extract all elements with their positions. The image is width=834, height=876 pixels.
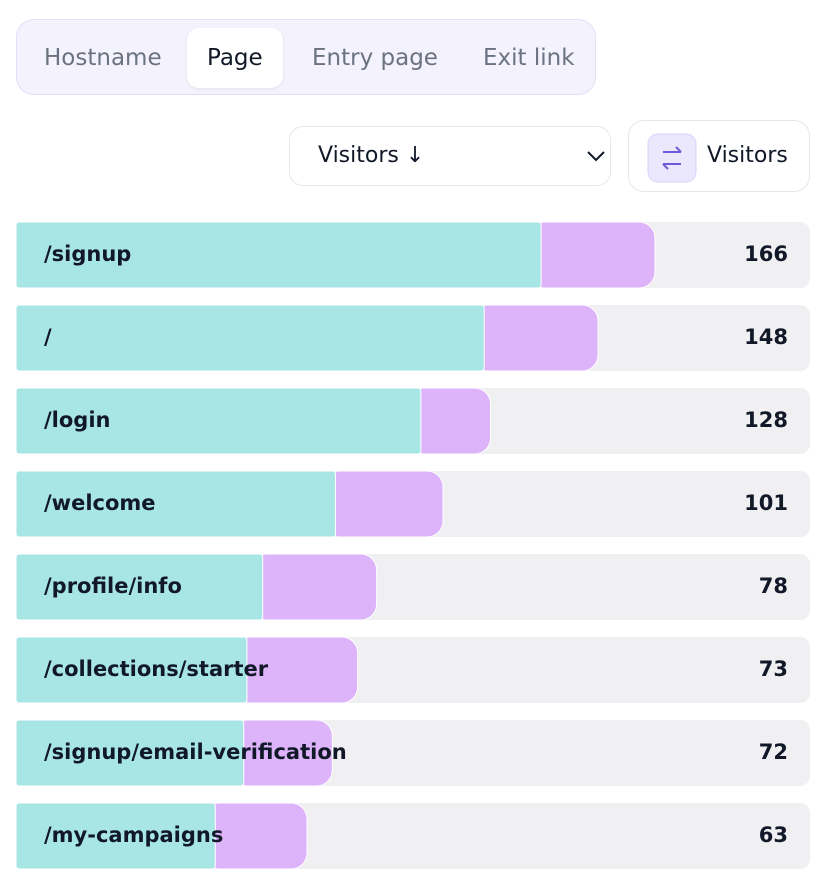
- bar: [15, 387, 422, 455]
- row-label: /: [44, 325, 52, 349]
- bar-overlay: [322, 470, 444, 538]
- bar-overlay: [471, 304, 599, 372]
- sort-dropdown[interactable]: Visitors ↓: [289, 126, 611, 186]
- swap-icon: [647, 133, 697, 183]
- row-label: /welcome: [44, 491, 156, 515]
- tab-selected[interactable]: Page: [187, 28, 283, 88]
- bar: [15, 553, 264, 621]
- row-value: 101: [744, 491, 788, 515]
- toggle-button[interactable]: Visitors: [628, 120, 810, 192]
- tab[interactable]: Hostname: [44, 45, 162, 71]
- row-value: 128: [744, 408, 788, 432]
- row-label: /signup/email-verification: [44, 740, 347, 764]
- row-value: 78: [759, 574, 788, 598]
- chevron: [587, 151, 605, 162]
- tab-bar: Hostname Page Entry page Exit link: [16, 19, 596, 95]
- bar: [15, 221, 542, 289]
- row-value: 72: [759, 740, 788, 764]
- toggle-label: Visitors: [707, 143, 788, 168]
- row-label: /my-campaigns: [44, 823, 223, 847]
- bar-overlay: [250, 553, 378, 621]
- bar: [15, 802, 216, 870]
- row-value: 73: [759, 657, 788, 681]
- row-label: /profile/info: [44, 574, 182, 598]
- bar: [15, 636, 248, 704]
- bar: [15, 470, 336, 538]
- row-value: 63: [759, 823, 788, 847]
- row-label: /signup: [44, 242, 131, 266]
- row-label: /collections/starter: [44, 657, 269, 681]
- bar-overlay: [528, 221, 656, 289]
- tab[interactable]: Entry page: [312, 45, 438, 71]
- dropdown-label: Visitors ↓: [318, 143, 425, 168]
- tab[interactable]: Exit link: [483, 45, 575, 71]
- row-label: /login: [44, 408, 110, 432]
- bar: [15, 304, 485, 372]
- row-value: 148: [744, 325, 788, 349]
- row-value: 166: [744, 242, 788, 266]
- bar: [15, 719, 245, 787]
